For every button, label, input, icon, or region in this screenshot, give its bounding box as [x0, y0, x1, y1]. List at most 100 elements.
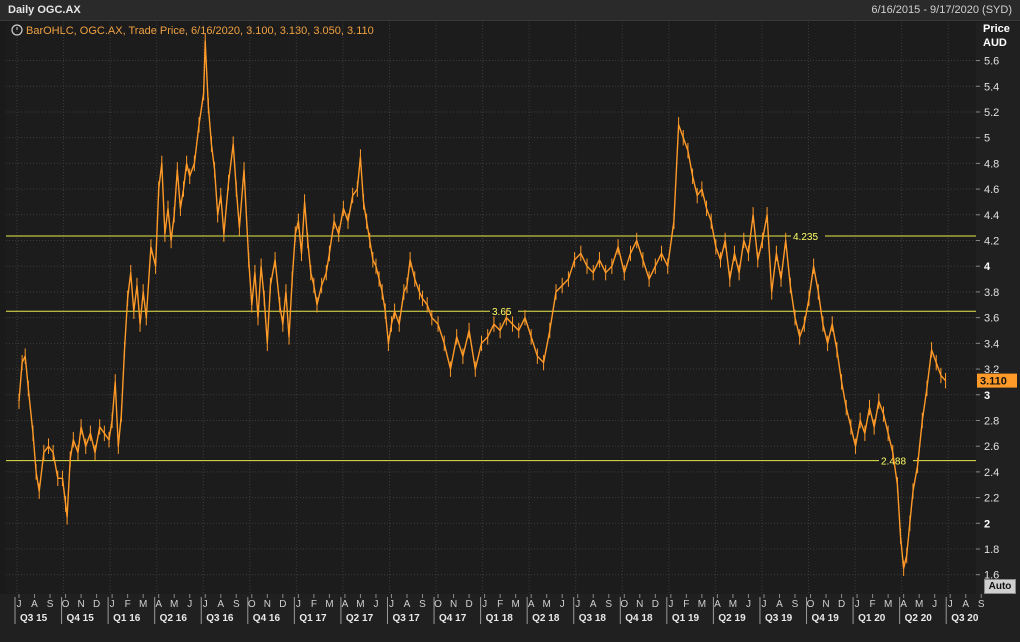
clock-icon	[11, 24, 23, 36]
x-quarter-label: Q3 20	[951, 613, 979, 624]
x-month-label: N	[636, 599, 643, 610]
horizontal-line-label-bg	[490, 305, 518, 318]
x-month-label: J	[575, 599, 580, 610]
x-month-label: A	[590, 599, 597, 610]
x-month-label: A	[776, 599, 783, 610]
x-quarter-label: Q4 16	[253, 613, 281, 624]
x-month-label: F	[683, 599, 689, 610]
x-quarter-label: Q3 19	[765, 613, 793, 624]
y-tick-label: 1.8	[984, 544, 999, 556]
legend-label: BarOHLC, OGC.AX, Trade Price, 6/16/2020,…	[26, 25, 374, 37]
x-month-label: J	[761, 599, 766, 610]
x-month-label: F	[870, 599, 876, 610]
y-axis-unit: AUD	[983, 37, 1007, 49]
y-tick-label: 4.8	[984, 158, 999, 170]
x-month-label: A	[217, 599, 224, 610]
x-month-label: A	[31, 599, 38, 610]
x-month-label: F	[125, 599, 131, 610]
y-tick-label: 5	[984, 133, 990, 145]
x-quarter-label: Q4 18	[625, 613, 653, 624]
x-month-label: A	[342, 599, 349, 610]
y-axis-title: Price	[983, 23, 1010, 35]
x-month-label: D	[93, 599, 100, 610]
y-tick-label: 2.4	[984, 467, 999, 479]
y-tick-label: 3	[984, 390, 990, 402]
y-tick-label: 2.6	[984, 441, 999, 453]
y-tick-label: 4	[984, 261, 991, 273]
title-bar: Daily OGC.AX 6/16/2015 - 9/17/2020 (SYD)	[0, 0, 1020, 21]
x-month-label: J	[187, 599, 192, 610]
x-quarter-label: Q3 17	[392, 613, 420, 624]
x-month-label: J	[855, 599, 860, 610]
x-month-label: O	[62, 599, 70, 610]
x-quarter-label: Q2 19	[718, 613, 746, 624]
x-month-label: S	[605, 599, 612, 610]
y-tick-label: 4.4	[984, 210, 999, 222]
auto-scale-button[interactable]: Auto	[984, 579, 1016, 594]
x-month-label: M	[325, 599, 333, 610]
y-axis: 1.6 1.8 2 2.2 2.4 2.6 2.8 3 3.2 3.4 3.6 3.8 4 4.2 4.4 4…	[976, 56, 999, 582]
x-month-label: J	[110, 599, 115, 610]
last-price-value: 3.110	[980, 376, 1007, 388]
x-quarter-label: Q4 15	[67, 613, 95, 624]
x-quarter-label: Q1 19	[672, 613, 700, 624]
x-month-label: M	[884, 599, 892, 610]
x-month-label: F	[497, 599, 503, 610]
x-quarter-label: Q1 17	[299, 613, 327, 624]
x-quarter-label: Q3 16	[206, 613, 234, 624]
x-month-label: A	[714, 599, 721, 610]
x-quarter-label: Q2 18	[532, 613, 560, 624]
y-tick-label: 3.8	[984, 287, 999, 299]
x-month-label: A	[155, 599, 162, 610]
x-month-label: A	[528, 599, 535, 610]
x-month-label: J	[932, 599, 937, 610]
x-month-label: M	[729, 599, 737, 610]
horizontal-line-label-bg	[791, 230, 825, 243]
x-month-label: D	[465, 599, 472, 610]
x-month-label: J	[17, 599, 22, 610]
x-month-label: M	[170, 599, 178, 610]
x-month-label: N	[77, 599, 84, 610]
x-month-label: M	[543, 599, 551, 610]
y-tick-label: 3.6	[984, 313, 999, 325]
x-month-label: O	[620, 599, 628, 610]
x-month-label: O	[248, 599, 256, 610]
x-month-label: S	[792, 599, 799, 610]
x-quarter-label: Q2 16	[160, 613, 188, 624]
x-quarter-label: Q3 18	[579, 613, 607, 624]
x-month-label: J	[560, 599, 565, 610]
x-month-label: S	[47, 599, 54, 610]
x-month-label: N	[450, 599, 457, 610]
y-tick-label: 3.2	[984, 364, 999, 376]
legend[interactable]: BarOHLC, OGC.AX, Trade Price, 6/16/2020,…	[11, 24, 374, 37]
horizontal-line-label: 4.235	[793, 232, 818, 243]
x-quarter-label: Q3 15	[20, 613, 48, 624]
x-month-label: M	[356, 599, 364, 610]
y-tick-label: 5.2	[984, 107, 999, 119]
y-tick-label: 3.4	[984, 338, 999, 350]
x-month-label: N	[264, 599, 271, 610]
x-month-label: O	[807, 599, 815, 610]
y-tick-label: 4.6	[984, 184, 999, 196]
y-tick-label: 1.6	[984, 570, 999, 582]
x-month-label: J	[482, 599, 487, 610]
y-tick-label: 2.8	[984, 415, 999, 427]
y-axis-panel	[976, 22, 1020, 594]
x-month-label: A	[962, 599, 969, 610]
x-month-label: S	[978, 599, 985, 610]
x-quarter-label: Q4 19	[812, 613, 840, 624]
last-price-tag: 3.110	[977, 373, 1017, 388]
x-month-label: O	[434, 599, 442, 610]
x-month-label: J	[668, 599, 673, 610]
x-month-label: M	[915, 599, 923, 610]
x-month-label: S	[233, 599, 240, 610]
x-quarter-label: Q1 18	[486, 613, 514, 624]
x-month-label: J	[948, 599, 953, 610]
date-range: 6/16/2015 - 9/17/2020 (SYD)	[871, 4, 1012, 16]
x-month-label: M	[511, 599, 519, 610]
x-month-label: N	[822, 599, 829, 610]
x-axis-panel	[0, 594, 1020, 642]
